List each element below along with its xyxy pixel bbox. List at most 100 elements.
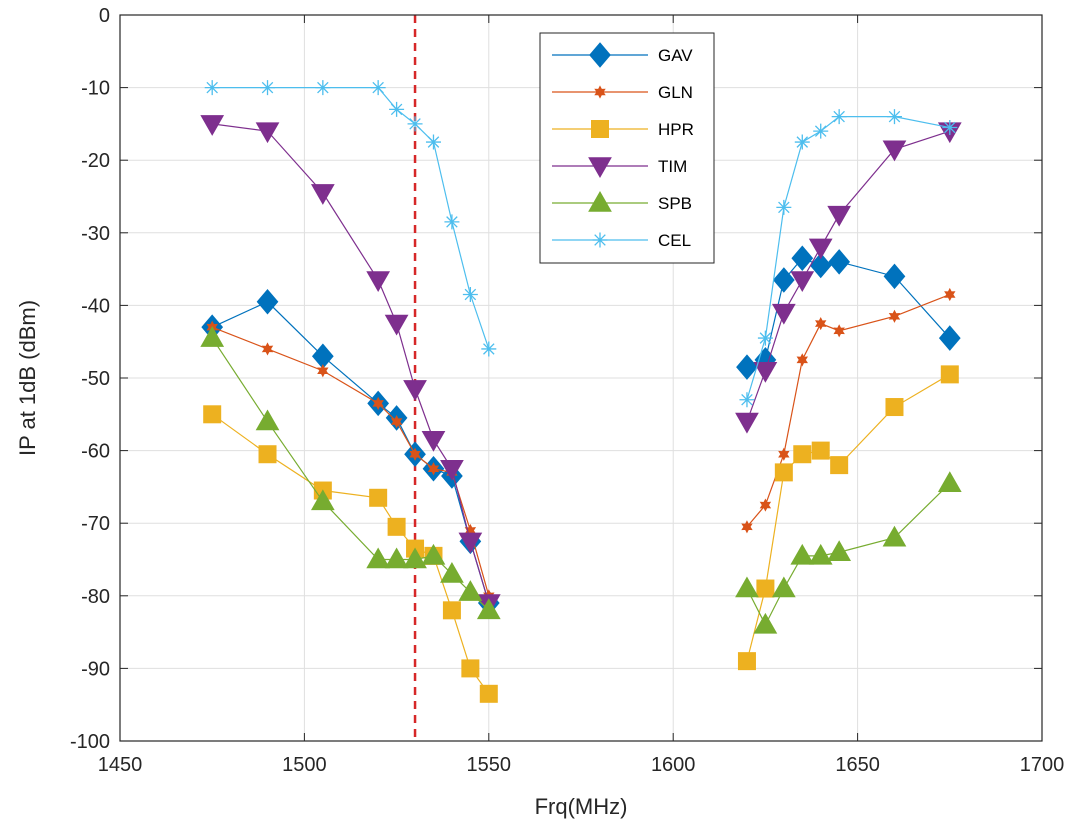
y-tick-label: -40 [81,295,110,317]
legend-marker-spb [588,190,612,212]
data-point-spb [808,543,833,565]
x-axis-label: Frq(MHz) [535,794,628,819]
data-point-gav [938,325,961,351]
data-point-spb [458,580,483,601]
data-point-gav [791,245,814,271]
y-axis-label: IP at 1dB (dBm) [15,300,40,456]
legend-marker-cel [592,232,608,248]
legend-marker-gln [594,85,606,99]
legend-entry-cel: CEL [552,231,691,250]
legend-entry-tim: TIM [552,157,687,179]
data-point-tim [255,122,280,144]
legend-marker-hpr [591,120,609,138]
data-point-spb [384,547,409,569]
data-point-hpr [756,579,775,598]
data-point-cel [942,120,958,136]
series-layer [200,80,962,703]
data-point-gav [736,354,758,380]
x-tick-label: 1450 [98,754,143,776]
data-point-hpr [737,652,756,671]
data-point-tim [384,314,409,336]
series-spb [200,326,962,634]
series-tim [200,115,962,616]
data-point-tim [790,271,815,292]
series-cel [204,80,958,408]
data-point-tim [403,380,427,401]
data-point-gln [796,353,808,367]
data-point-gln [261,342,274,356]
legend-label-spb: SPB [658,194,692,213]
data-point-gav [809,252,832,279]
data-point-cel [886,109,902,125]
data-point-tim [827,205,852,227]
series-line-hpr [746,373,951,662]
legend-marker-gav [589,42,611,68]
legend-label-tim: TIM [658,157,687,176]
data-point-spb [440,562,464,583]
y-tick-label: -70 [81,513,110,535]
data-point-spb [403,547,427,569]
data-point-spb [735,576,759,598]
data-point-cel [389,101,405,117]
data-point-tim [200,115,225,136]
data-point-tim [808,238,833,260]
data-point-cel [462,287,478,303]
series-line-tim [746,130,950,422]
data-point-tim [753,361,778,383]
data-point-spb [882,525,907,547]
data-point-gav [256,288,279,315]
legend-marker-tim [588,157,612,179]
x-tick-label: 1700 [1020,754,1065,776]
y-tick-label: 0 [99,5,110,27]
y-tick-label: -10 [81,78,110,100]
series-line-gln [746,293,951,528]
series-line-hpr [211,413,490,695]
series-hpr [203,365,959,703]
data-point-tim [421,430,446,452]
data-point-cel [425,134,441,150]
data-point-hpr [258,445,277,464]
data-point-cel [813,123,829,139]
data-point-cel [444,214,460,230]
data-point-gln [317,364,329,378]
data-point-hpr [885,398,904,417]
data-point-gln [833,324,845,338]
series-line-gav [746,257,951,368]
y-tick-label: -80 [81,586,110,608]
data-point-tim [735,412,759,434]
legend-label-gln: GLN [658,83,693,102]
data-point-spb [790,543,815,565]
data-point-hpr [479,684,498,703]
legend-entry-gln: GLN [552,83,693,102]
data-point-gln [372,396,384,410]
data-point-tim [458,532,483,554]
data-point-cel [260,80,276,96]
data-point-hpr [461,659,480,678]
data-point-tim [882,140,907,162]
data-point-gln [778,447,790,461]
legend-box [539,32,715,264]
data-point-tim [310,184,335,205]
series-line-tim [212,123,490,604]
y-tick-label: -60 [81,441,110,463]
y-tick-label: -50 [81,368,110,390]
data-point-hpr [203,405,222,424]
data-point-cel [315,80,331,96]
y-tick-label: -20 [81,150,110,172]
series-line-cel [746,116,950,400]
legend: GAV GLN HPR TIM SPB CEL [539,32,715,264]
x-tick-label: 1550 [467,754,512,776]
data-point-gln [888,309,901,323]
data-point-gln [944,287,956,302]
series-line-spb [211,337,490,611]
data-point-tim [771,303,796,325]
data-point-spb [771,576,796,598]
data-point-hpr [830,456,849,475]
data-point-cel [481,341,497,357]
data-point-hpr [811,441,830,460]
data-point-cel [370,80,386,96]
axis-ticks: 1450 1500 1550 1600 1650 1700 0 -10 -20 -30 -40 -50… [70,5,1064,776]
x-tick-label: 1650 [835,754,880,776]
data-point-gav [772,267,795,293]
